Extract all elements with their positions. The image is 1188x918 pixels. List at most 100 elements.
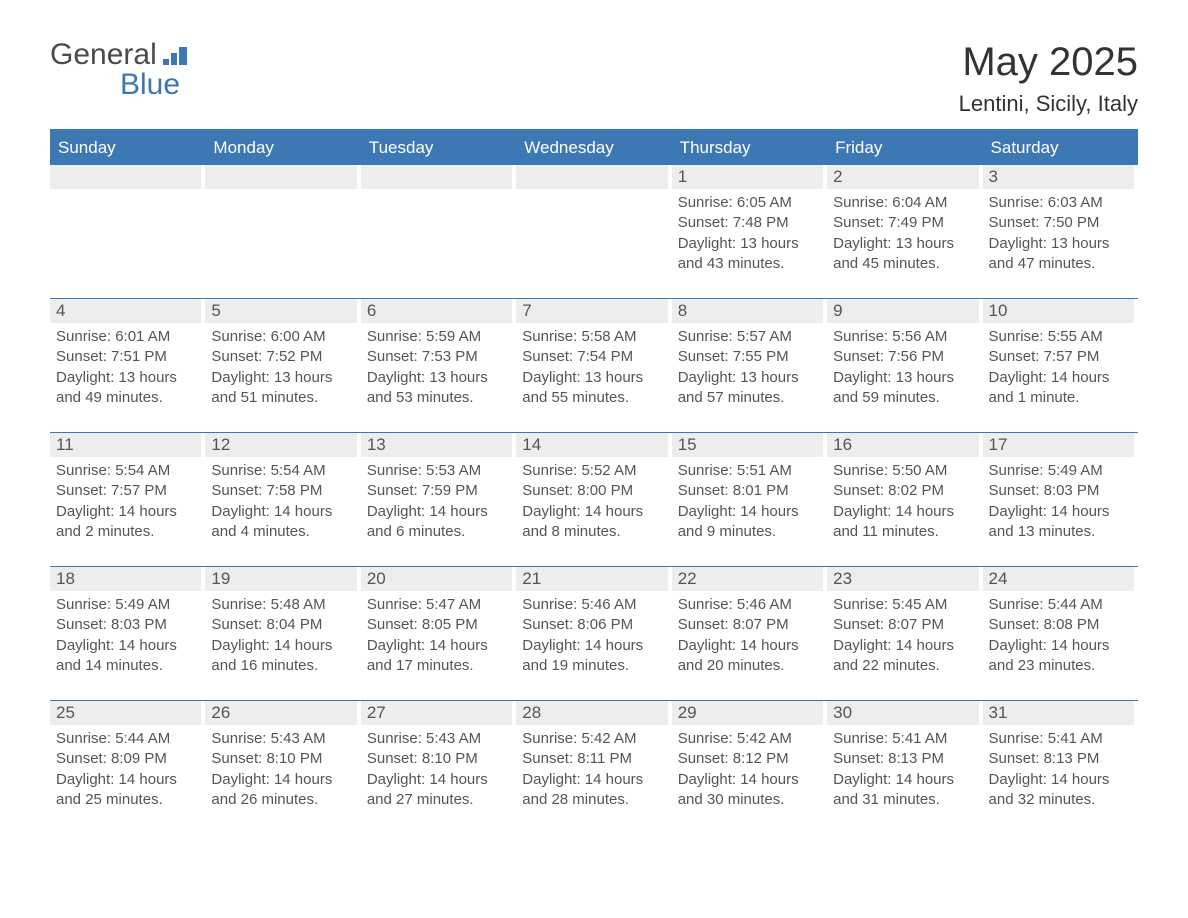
day-cell: 21 Sunrise: 5:46 AMSunset: 8:06 PMDayligh… <box>516 567 671 676</box>
date-number: 1 <box>672 165 823 189</box>
date-number: 21 <box>516 567 667 591</box>
day-body: Sunrise: 6:00 AMSunset: 7:52 PMDaylight:… <box>205 327 356 408</box>
daylight-line: Daylight: 14 hours and 27 minutes. <box>367 770 510 811</box>
daylight-line: Daylight: 14 hours and 9 minutes. <box>678 502 821 543</box>
daylight-line: Daylight: 14 hours and 25 minutes. <box>56 770 199 811</box>
sunset-line: Sunset: 7:56 PM <box>833 347 976 367</box>
sunset-line: Sunset: 8:07 PM <box>833 615 976 635</box>
dow-cell: Friday <box>827 131 982 165</box>
day-body: Sunrise: 5:58 AMSunset: 7:54 PMDaylight:… <box>516 327 667 408</box>
date-number: 23 <box>827 567 978 591</box>
sunrise-line: Sunrise: 5:51 AM <box>678 461 821 481</box>
daylight-line: Daylight: 14 hours and 4 minutes. <box>211 502 354 543</box>
daylight-line: Daylight: 13 hours and 47 minutes. <box>989 234 1132 275</box>
date-number: 28 <box>516 701 667 725</box>
week-row: 11Sunrise: 5:54 AMSunset: 7:57 PMDayligh… <box>50 432 1138 566</box>
sunrise-line: Sunrise: 5:44 AM <box>56 729 199 749</box>
sunrise-line: Sunrise: 5:49 AM <box>989 461 1132 481</box>
week-row: 25Sunrise: 5:44 AMSunset: 8:09 PMDayligh… <box>50 700 1138 834</box>
daylight-line: Daylight: 14 hours and 23 minutes. <box>989 636 1132 677</box>
daylight-line: Daylight: 13 hours and 53 minutes. <box>367 368 510 409</box>
day-cell: 13Sunrise: 5:53 AMSunset: 7:59 PMDayligh… <box>361 433 516 542</box>
sunrise-line: Sunrise: 6:05 AM <box>678 193 821 213</box>
sunrise-line: Sunrise: 5:48 AM <box>211 595 354 615</box>
day-body: Sunrise: 5:43 AMSunset: 8:10 PMDaylight:… <box>205 729 356 810</box>
calendar: SundayMondayTuesdayWednesdayThursdayFrid… <box>50 129 1138 834</box>
sunset-line: Sunset: 8:03 PM <box>56 615 199 635</box>
daylight-line: Daylight: 13 hours and 51 minutes. <box>211 368 354 409</box>
date-number: 31 <box>983 701 1134 725</box>
sunrise-line: Sunrise: 5:45 AM <box>833 595 976 615</box>
day-cell <box>50 165 205 274</box>
day-cell: 8Sunrise: 5:57 AMSunset: 7:55 PMDaylight… <box>672 299 827 408</box>
daylight-line: Daylight: 14 hours and 22 minutes. <box>833 636 976 677</box>
date-number: 6 <box>361 299 512 323</box>
sunrise-line: Sunrise: 5:50 AM <box>833 461 976 481</box>
day-cell: 11Sunrise: 5:54 AMSunset: 7:57 PMDayligh… <box>50 433 205 542</box>
day-body: Sunrise: 6:04 AMSunset: 7:49 PMDaylight:… <box>827 193 978 274</box>
day-body: Sunrise: 5:46 AMSunset: 8:06 PMDaylight:… <box>516 595 667 676</box>
sunset-line: Sunset: 7:54 PM <box>522 347 665 367</box>
day-body: Sunrise: 5:59 AMSunset: 7:53 PMDaylight:… <box>361 327 512 408</box>
day-cell: 25Sunrise: 5:44 AMSunset: 8:09 PMDayligh… <box>50 701 205 810</box>
sunset-line: Sunset: 8:03 PM <box>989 481 1132 501</box>
date-number <box>516 165 667 189</box>
page-header: General Blue May 2025 Lentini, Sicily, I… <box>50 40 1138 117</box>
date-number: 24 <box>983 567 1134 591</box>
dow-cell: Monday <box>205 131 360 165</box>
day-cell: 18Sunrise: 5:49 AMSunset: 8:03 PMDayligh… <box>50 567 205 676</box>
day-cell: 28Sunrise: 5:42 AMSunset: 8:11 PMDayligh… <box>516 701 671 810</box>
date-number: 17 <box>983 433 1134 457</box>
sunrise-line: Sunrise: 5:42 AM <box>522 729 665 749</box>
sunrise-line: Sunrise: 5:41 AM <box>989 729 1132 749</box>
date-number: 15 <box>672 433 823 457</box>
day-body: Sunrise: 5:49 AMSunset: 8:03 PMDaylight:… <box>983 461 1134 542</box>
sunset-line: Sunset: 7:49 PM <box>833 213 976 233</box>
date-number: 19 <box>205 567 356 591</box>
date-number: 9 <box>827 299 978 323</box>
sunset-line: Sunset: 8:07 PM <box>678 615 821 635</box>
day-body: Sunrise: 5:42 AMSunset: 8:12 PMDaylight:… <box>672 729 823 810</box>
sunrise-line: Sunrise: 6:04 AM <box>833 193 976 213</box>
daylight-line: Daylight: 14 hours and 16 minutes. <box>211 636 354 677</box>
date-number: 3 <box>983 165 1134 189</box>
day-body: Sunrise: 6:03 AMSunset: 7:50 PMDaylight:… <box>983 193 1134 274</box>
sunset-line: Sunset: 8:13 PM <box>833 749 976 769</box>
sunrise-line: Sunrise: 5:56 AM <box>833 327 976 347</box>
date-number: 2 <box>827 165 978 189</box>
day-body: Sunrise: 5:46 AMSunset: 8:07 PMDaylight:… <box>672 595 823 676</box>
location-text: Lentini, Sicily, Italy <box>959 91 1138 117</box>
day-cell: 20Sunrise: 5:47 AMSunset: 8:05 PMDayligh… <box>361 567 516 676</box>
sunrise-line: Sunrise: 5:58 AM <box>522 327 665 347</box>
sunset-line: Sunset: 8:10 PM <box>211 749 354 769</box>
daylight-line: Daylight: 14 hours and 28 minutes. <box>522 770 665 811</box>
sunrise-line: Sunrise: 5:52 AM <box>522 461 665 481</box>
daylight-line: Daylight: 14 hours and 19 minutes. <box>522 636 665 677</box>
day-cell: 4Sunrise: 6:01 AMSunset: 7:51 PMDaylight… <box>50 299 205 408</box>
dow-cell: Wednesday <box>516 131 671 165</box>
dow-cell: Saturday <box>983 131 1138 165</box>
daylight-line: Daylight: 14 hours and 20 minutes. <box>678 636 821 677</box>
day-body: Sunrise: 5:48 AMSunset: 8:04 PMDaylight:… <box>205 595 356 676</box>
daylight-line: Daylight: 13 hours and 57 minutes. <box>678 368 821 409</box>
day-body: Sunrise: 5:45 AMSunset: 8:07 PMDaylight:… <box>827 595 978 676</box>
brand-logo: General Blue <box>50 40 189 100</box>
sunrise-line: Sunrise: 5:59 AM <box>367 327 510 347</box>
brand-name-part2: Blue <box>50 70 180 100</box>
daylight-line: Daylight: 14 hours and 11 minutes. <box>833 502 976 543</box>
date-number: 18 <box>50 567 201 591</box>
daylight-line: Daylight: 13 hours and 55 minutes. <box>522 368 665 409</box>
daylight-line: Daylight: 14 hours and 13 minutes. <box>989 502 1132 543</box>
day-cell: 27Sunrise: 5:43 AMSunset: 8:10 PMDayligh… <box>361 701 516 810</box>
sunset-line: Sunset: 8:08 PM <box>989 615 1132 635</box>
date-number: 12 <box>205 433 356 457</box>
day-cell: 14Sunrise: 5:52 AMSunset: 8:00 PMDayligh… <box>516 433 671 542</box>
day-body: Sunrise: 5:44 AMSunset: 8:08 PMDaylight:… <box>983 595 1134 676</box>
day-body: Sunrise: 5:50 AMSunset: 8:02 PMDaylight:… <box>827 461 978 542</box>
sunset-line: Sunset: 7:48 PM <box>678 213 821 233</box>
date-number: 29 <box>672 701 823 725</box>
page-title: May 2025 <box>959 40 1138 85</box>
date-number: 26 <box>205 701 356 725</box>
sunrise-line: Sunrise: 6:03 AM <box>989 193 1132 213</box>
dow-cell: Thursday <box>672 131 827 165</box>
